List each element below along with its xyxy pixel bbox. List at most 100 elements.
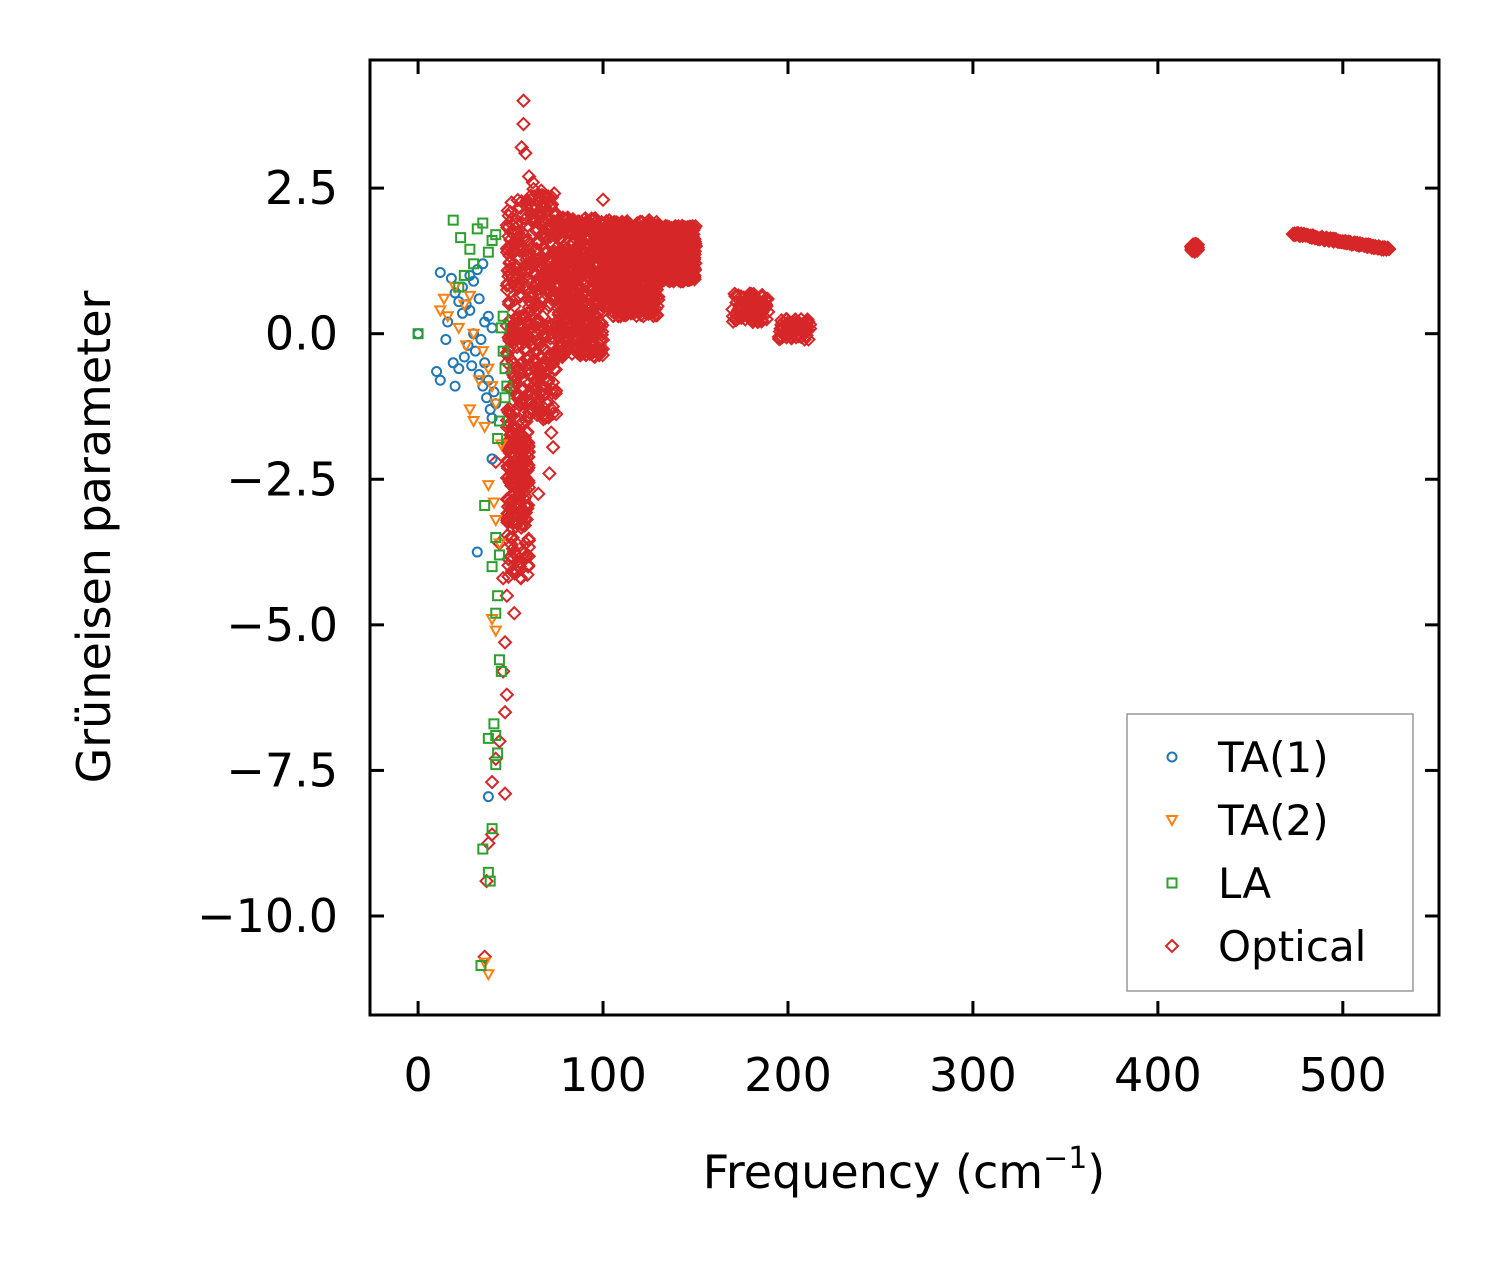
optical-point [585,264,601,280]
optical-point [591,250,607,266]
ta1-point [477,380,489,392]
optical-point [639,300,654,316]
optical-point [614,214,630,230]
optical-point [567,307,583,322]
optical-point [613,220,629,235]
optical-point [567,279,583,295]
optical-point [502,232,518,248]
optical-point [511,264,527,280]
optical-point [488,454,504,470]
la-point [453,281,465,293]
la-point [458,269,470,281]
optical-point [501,294,517,310]
la-point [497,345,509,357]
la-point [475,960,487,972]
optical-point [584,211,600,227]
optical-point [506,514,522,530]
y-tick-label: −10.0 [197,889,338,943]
ta1-point [431,366,443,378]
optical-point [519,512,535,527]
optical-point [787,312,803,328]
optical-point [615,290,631,306]
optical-point [537,327,552,342]
la-point [490,759,502,771]
la-point [447,214,459,226]
optical-point [566,215,581,231]
optical-point [668,263,684,279]
optical-point [530,486,546,502]
ta1-point [442,316,454,328]
ta1-point [473,293,485,305]
la-point [468,258,480,270]
ta1-point [434,267,446,279]
optical-point [542,346,558,362]
optical-point [602,215,618,231]
optical-point [497,786,513,802]
optical-point [559,225,574,241]
optical-point [682,219,697,235]
optical-point [517,497,533,513]
optical-point [499,282,515,298]
la-point [493,549,505,561]
optical-point [595,341,611,357]
ta2-point [433,305,447,318]
optical-point [571,345,587,361]
optical-point [557,278,573,294]
optical-point [512,442,528,458]
x-tick-label: 400 [1114,1048,1202,1102]
optical-point [499,491,515,507]
ta1-point [486,453,498,465]
optical-point [543,283,559,299]
optical-point [513,480,528,496]
optical-point [523,332,539,348]
optical-point [629,244,645,260]
axis-ticks [370,60,1439,1015]
ta2-point [463,290,477,303]
optical-point [515,207,531,222]
optical-point [563,301,579,317]
la-point [486,823,498,835]
x-axis-label: Frequency (cm−1) [703,1141,1106,1199]
optical-point [541,466,557,481]
optical-point [740,293,756,309]
la-point [499,363,511,375]
optical-point [663,240,678,256]
optical-point [616,255,632,271]
optical-point [535,321,551,336]
optical-point [545,399,561,414]
la-point [490,229,502,241]
optical-point [535,215,551,230]
optical-point [607,275,622,291]
optical-point [778,326,794,342]
optical-point [517,145,533,161]
optical-point [509,548,525,564]
optical-point [599,228,614,244]
optical-point [687,236,703,251]
optical-point [502,405,518,421]
optical-point [499,687,515,703]
la-point [471,223,483,235]
optical-point [544,385,560,401]
optical-point [552,263,567,279]
optical-point [566,255,582,271]
optical-point [506,605,522,621]
optical-point [619,280,635,296]
optical-point [567,287,583,303]
la-point [495,665,507,677]
optical-point [601,274,617,290]
ta1-point [466,360,478,372]
ta2-point [487,497,501,510]
optical-point [556,303,572,319]
ta2-point [481,480,496,493]
optical-point [556,315,572,331]
optical-point [564,346,580,362]
optical-point [576,345,592,361]
optical-point [514,139,530,155]
optical-point [516,93,531,109]
tick-labels: 0 100 200 300 400 500 2.5 0.0 −2.5 −5.0 −7.5 −10.0 [197,161,1387,1102]
optical-point [517,471,533,487]
y-tick-label: −7.5 [226,743,338,797]
optical-point [614,218,629,234]
optical-point [504,195,520,210]
